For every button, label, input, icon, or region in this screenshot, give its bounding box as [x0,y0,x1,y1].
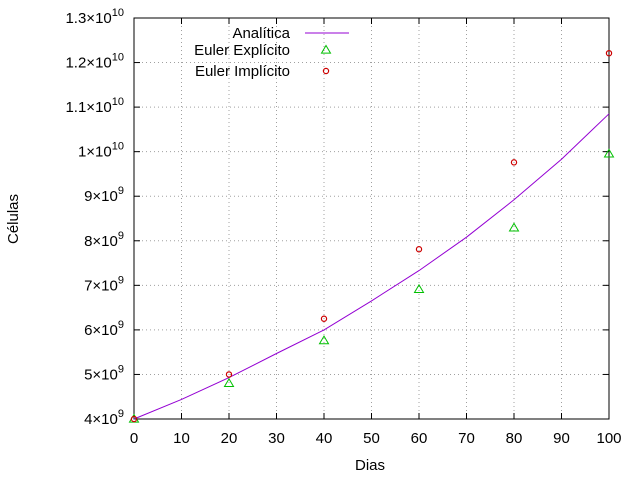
x-axis: 0 10 20 30 40 50 60 70 80 90 100 [130,18,622,447]
x-tick-label: 100 [596,430,621,447]
series-line [133,113,610,420]
y-tick-mantissa: 6×10 [84,322,118,339]
y-tick-mantissa: 4×10 [84,411,118,428]
legend-marker [322,67,330,75]
y-tick-mantissa: 1×10 [78,144,112,161]
data-point [603,148,615,158]
y-tick-exponent: 9 [118,363,124,375]
y-tick-exponent: 9 [118,274,124,286]
y-tick-exponent: 10 [112,96,124,108]
y-tick-exponent: 9 [118,408,124,420]
y-tick-mantissa: 8×10 [84,233,118,250]
data-point [605,49,613,57]
y-tick-label: 9×109 [84,185,124,205]
x-tick-label: 70 [458,430,475,447]
y-tick-label: 1.2×1010 [65,52,124,72]
y-tick-mantissa: 5×10 [84,366,118,383]
y-tick-exponent: 9 [118,319,124,331]
x-tick-label: 60 [411,430,428,447]
y-axis: 4×1095×1096×1097×1098×1099×1091×10101.1×… [65,7,609,428]
y-tick-label: 1.1×1010 [65,96,124,116]
data-point [413,283,425,293]
y-tick-exponent: 10 [112,141,124,153]
data-point [510,159,518,166]
data-point [320,315,328,322]
x-tick-label: 80 [506,430,523,447]
y-tick-exponent: 9 [118,185,124,197]
data-point [415,246,423,253]
data-point [223,377,235,388]
grid [134,18,609,419]
data-point [318,335,330,345]
x-tick-label: 0 [130,430,138,447]
y-tick-mantissa: 1.2×10 [65,55,111,72]
data-point [508,222,520,232]
x-axis-label: Dias [355,457,385,474]
y-tick-label: 8×109 [84,230,124,250]
y-tick-label: 7×109 [84,274,124,294]
legend-label: Analítica [232,25,290,42]
y-tick-mantissa: 1.3×10 [65,10,111,27]
series-layer [128,49,615,423]
y-tick-exponent: 10 [112,52,124,64]
data-point [130,415,138,423]
y-tick-label: 1×1010 [78,141,124,161]
y-tick-label: 4×109 [84,408,124,428]
y-tick-label: 1.3×1010 [65,7,124,27]
legend-marker [320,44,332,54]
legend-label: Euler Explícito [194,42,290,59]
y-tick-mantissa: 7×10 [84,277,118,294]
y-tick-mantissa: 9×10 [84,188,118,205]
x-tick-label: 50 [363,430,380,447]
x-tick-label: 40 [316,430,333,447]
y-tick-mantissa: 1.1×10 [65,99,111,116]
x-tick-label: 10 [173,430,190,447]
legend-label: Euler Implícito [195,63,290,80]
x-tick-label: 90 [553,430,570,447]
data-point [225,371,233,378]
y-tick-label: 5×109 [84,363,124,383]
y-axis-label: Células [5,194,22,244]
y-tick-label: 6×109 [84,319,124,339]
x-tick-label: 20 [221,430,238,447]
y-tick-exponent: 10 [112,7,124,19]
y-tick-exponent: 9 [118,230,124,242]
x-tick-label: 30 [268,430,285,447]
